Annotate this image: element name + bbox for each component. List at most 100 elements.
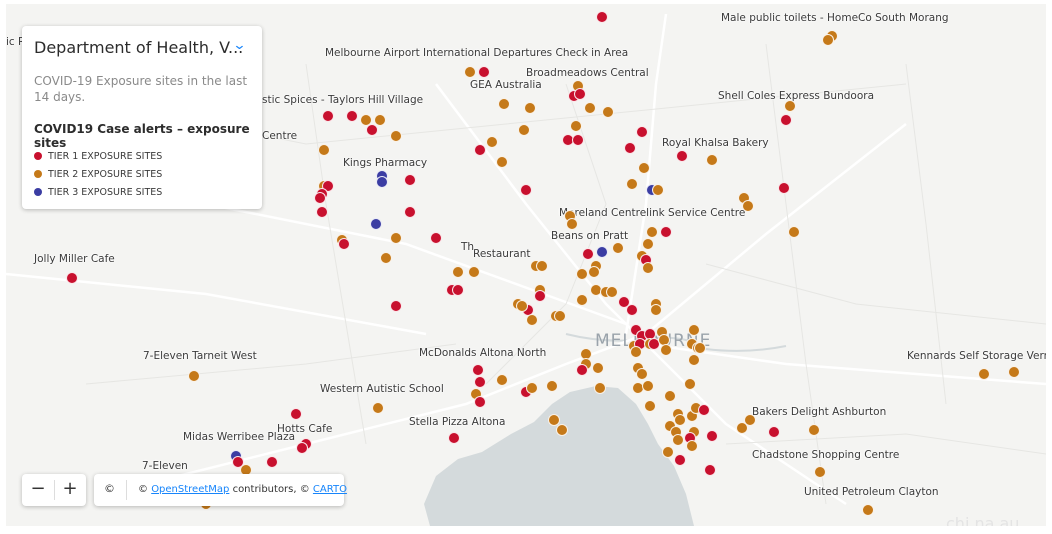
tier3-exposure-marker[interactable] [596,246,608,258]
tier2-exposure-marker[interactable] [742,200,754,212]
tier2-exposure-marker[interactable] [576,268,588,280]
tier2-exposure-marker[interactable] [630,346,642,358]
tier2-exposure-marker[interactable] [646,226,658,238]
tier1-exposure-marker[interactable] [778,182,790,194]
tier2-exposure-marker[interactable] [566,218,578,230]
tier1-exposure-marker[interactable] [404,206,416,218]
tier2-exposure-marker[interactable] [372,402,384,414]
tier1-exposure-marker[interactable] [478,66,490,78]
tier2-exposure-marker[interactable] [814,466,826,478]
tier2-exposure-marker[interactable] [788,226,800,238]
tier2-exposure-marker[interactable] [516,300,528,312]
tier2-exposure-marker[interactable] [380,252,392,264]
tier1-exposure-marker[interactable] [430,232,442,244]
tier2-exposure-marker[interactable] [374,114,386,126]
tier1-exposure-marker[interactable] [232,456,244,468]
tier2-exposure-marker[interactable] [390,232,402,244]
tier1-exposure-marker[interactable] [704,464,716,476]
tier1-exposure-marker[interactable] [66,272,78,284]
carto-link[interactable]: CARTO [312,484,347,495]
tier2-exposure-marker[interactable] [736,422,748,434]
tier2-exposure-marker[interactable] [642,262,654,274]
tier1-exposure-marker[interactable] [474,144,486,156]
tier3-exposure-marker[interactable] [370,218,382,230]
tier1-exposure-marker[interactable] [572,134,584,146]
zoom-out-button[interactable]: − [30,478,46,499]
copyright-icon[interactable]: © [104,482,115,495]
tier2-exposure-marker[interactable] [612,242,624,254]
tier2-exposure-marker[interactable] [548,414,560,426]
tier1-exposure-marker[interactable] [390,300,402,312]
tier2-exposure-marker[interactable] [744,414,756,426]
tier2-exposure-marker[interactable] [650,304,662,316]
tier2-exposure-marker[interactable] [686,440,698,452]
tier2-exposure-marker[interactable] [688,354,700,366]
tier1-exposure-marker[interactable] [474,376,486,388]
tier2-exposure-marker[interactable] [706,154,718,166]
tier1-exposure-marker[interactable] [472,364,484,376]
tier1-exposure-marker[interactable] [316,206,328,218]
tier2-exposure-marker[interactable] [468,266,480,278]
tier2-exposure-marker[interactable] [808,424,820,436]
tier1-exposure-marker[interactable] [636,126,648,138]
map-canvas[interactable]: MELBOURNE ic R Male public toilets - Hom… [6,4,1046,526]
tier2-exposure-marker[interactable] [546,380,558,392]
tier1-exposure-marker[interactable] [574,88,586,100]
tier2-exposure-marker[interactable] [518,124,530,136]
tier2-exposure-marker[interactable] [570,120,582,132]
tier2-exposure-marker[interactable] [318,144,330,156]
tier1-exposure-marker[interactable] [322,110,334,122]
tier1-exposure-marker[interactable] [266,456,278,468]
tier1-exposure-marker[interactable] [582,248,594,260]
tier1-exposure-marker[interactable] [660,226,672,238]
tier2-exposure-marker[interactable] [644,400,656,412]
tier2-exposure-marker[interactable] [602,106,614,118]
tier2-exposure-marker[interactable] [606,286,618,298]
tier2-exposure-marker[interactable] [556,424,568,436]
tier1-exposure-marker[interactable] [596,11,608,23]
tier2-exposure-marker[interactable] [524,102,536,114]
tier2-exposure-marker[interactable] [662,446,674,458]
tier2-exposure-marker[interactable] [496,156,508,168]
tier2-exposure-marker[interactable] [660,344,672,356]
tier1-exposure-marker[interactable] [698,404,710,416]
tier2-exposure-marker[interactable] [1008,366,1020,378]
tier1-exposure-marker[interactable] [624,142,636,154]
tier2-exposure-marker[interactable] [390,130,402,142]
tier1-exposure-marker[interactable] [290,408,302,420]
tier2-exposure-marker[interactable] [638,162,650,174]
tier2-exposure-marker[interactable] [626,178,638,190]
tier2-exposure-marker[interactable] [554,310,566,322]
tier2-exposure-marker[interactable] [526,382,538,394]
tier3-exposure-marker[interactable] [376,176,388,188]
tier2-exposure-marker[interactable] [584,102,596,114]
tier2-exposure-marker[interactable] [784,100,796,112]
tier2-exposure-marker[interactable] [664,390,676,402]
tier2-exposure-marker[interactable] [862,504,874,516]
tier1-exposure-marker[interactable] [296,442,308,454]
tier2-exposure-marker[interactable] [496,374,508,386]
tier2-exposure-marker[interactable] [636,368,648,380]
tier1-exposure-marker[interactable] [404,174,416,186]
tier1-exposure-marker[interactable] [474,396,486,408]
panel-title[interactable]: Department of Health, V... [34,38,244,57]
tier2-exposure-marker[interactable] [978,368,990,380]
tier2-exposure-marker[interactable] [498,98,510,110]
tier2-exposure-marker[interactable] [360,114,372,126]
tier2-exposure-marker[interactable] [452,266,464,278]
tier2-exposure-marker[interactable] [188,370,200,382]
tier2-exposure-marker[interactable] [652,184,664,196]
tier2-exposure-marker[interactable] [694,342,706,354]
chevron-down-icon[interactable]: ⌄ [232,38,247,53]
tier1-exposure-marker[interactable] [626,304,638,316]
tier1-exposure-marker[interactable] [534,290,546,302]
tier2-exposure-marker[interactable] [536,260,548,272]
tier2-exposure-marker[interactable] [674,414,686,426]
tier2-exposure-marker[interactable] [684,378,696,390]
tier1-exposure-marker[interactable] [520,184,532,196]
tier2-exposure-marker[interactable] [672,434,684,446]
tier2-exposure-marker[interactable] [588,266,600,278]
tier2-exposure-marker[interactable] [822,34,834,46]
tier1-exposure-marker[interactable] [706,430,718,442]
tier1-exposure-marker[interactable] [576,364,588,376]
